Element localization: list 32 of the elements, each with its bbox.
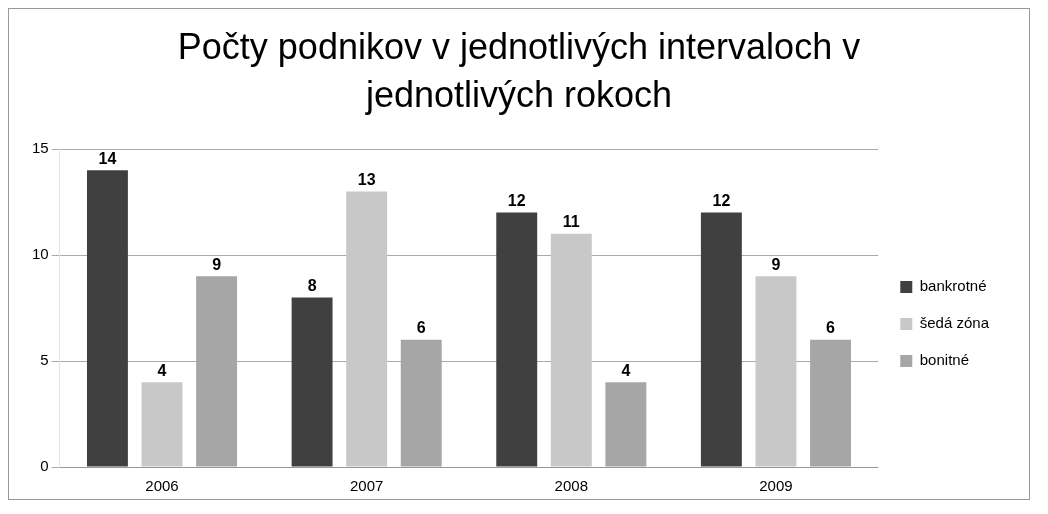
x-tick-label: 2008 (554, 477, 588, 495)
bar (291, 297, 333, 467)
data-label: 6 (416, 319, 426, 337)
data-label: 8 (307, 276, 317, 294)
bar (141, 382, 183, 467)
x-tick-label: 2006 (145, 477, 179, 495)
data-label: 6 (826, 319, 836, 337)
data-label: 12 (712, 192, 731, 210)
y-tick-label: 0 (40, 457, 49, 475)
data-label: 4 (621, 361, 631, 379)
y-tick-label: 5 (40, 351, 49, 369)
bar (700, 212, 742, 467)
x-tick-label: 2007 (349, 477, 384, 495)
x-tick-label: 2009 (759, 477, 793, 495)
legend-label: šedá zóna (919, 314, 990, 332)
data-label: 9 (771, 255, 781, 273)
bar (755, 276, 797, 467)
data-label: 11 (562, 213, 580, 231)
bar (550, 233, 592, 467)
data-label: 14 (98, 149, 117, 167)
data-label: 9 (212, 255, 222, 273)
legend-label: bankrotné (919, 277, 987, 295)
legend-label: bonitné (919, 351, 969, 369)
data-label: 13 (357, 170, 376, 188)
bar (496, 212, 538, 467)
data-label: 4 (157, 361, 167, 379)
bar (86, 170, 128, 467)
chart-title: Počty podnikov v jednotlivých intervaloch v jednotlivých rokoch (176, 25, 862, 117)
data-label: 12 (507, 192, 526, 210)
bar (346, 191, 388, 467)
y-tick-label: 10 (32, 245, 49, 263)
y-tick-label: 15 (32, 139, 49, 157)
